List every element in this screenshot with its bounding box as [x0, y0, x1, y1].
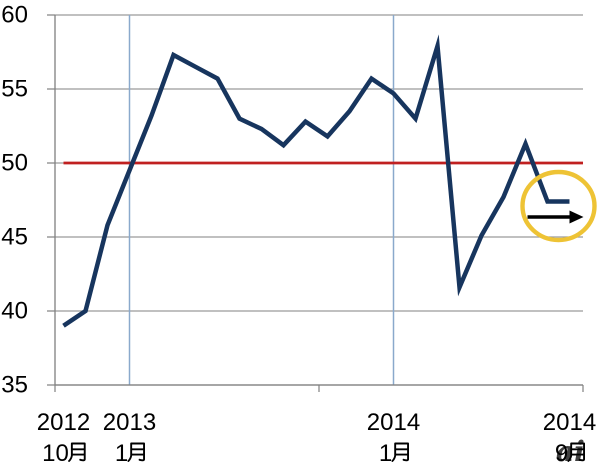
x-axis-label-year-2014: 2014 [543, 409, 596, 436]
di-series-line [62, 34, 570, 328]
highlight-circle-icon [520, 169, 597, 243]
x-axis-label-year-2013: 2013 [103, 409, 156, 436]
y-axis-label-40: 40 [1, 298, 28, 325]
trend-arrow-head-icon [569, 210, 584, 224]
month-kanji-glyph [567, 442, 585, 462]
series-group [62, 34, 570, 328]
month-kanji-glyph [391, 442, 409, 462]
event-lines [128, 15, 395, 385]
x-axis-label-month-1月: 1 [379, 440, 392, 467]
y-axis-label-35: 35 [1, 372, 28, 399]
annotation-group [520, 169, 597, 243]
y-axis-label-45: 45 [1, 224, 28, 251]
x-axis-label-month-10月: 10 [42, 440, 69, 467]
y-axis-label-55: 55 [1, 76, 28, 103]
x-axis-label-month-1月: 1 [115, 440, 128, 467]
x-axis-label-month-9月: 9 [555, 440, 568, 467]
x-axis-label-year-2014: 2014 [367, 409, 420, 436]
axes [47, 14, 584, 392]
month-kanji-glyph [68, 442, 86, 462]
y-axis-label-50: 50 [1, 150, 28, 177]
y-axis-label-60: 60 [1, 2, 28, 29]
month-kanji-glyph [127, 442, 145, 462]
x-axis-label-year-2012: 2012 [37, 409, 90, 436]
watermark: ai [556, 435, 585, 468]
